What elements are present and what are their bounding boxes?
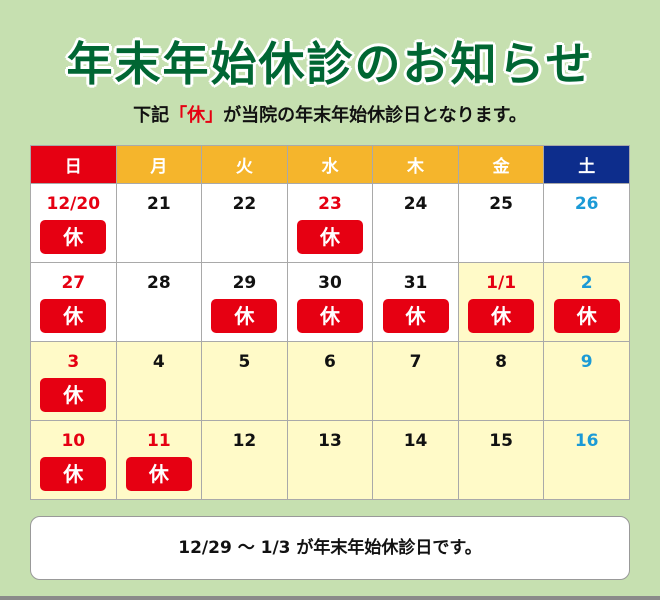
- page-title: 年末年始休診のお知らせ: [66, 37, 594, 91]
- bottom-border: [0, 596, 660, 600]
- calendar-day: 9: [543, 341, 630, 421]
- day-number: 16: [574, 431, 599, 451]
- calendar-day: 31 休: [372, 262, 459, 342]
- day-number: 12/20: [46, 194, 101, 214]
- day-number: 2: [580, 273, 593, 293]
- calendar-day: 7: [372, 341, 459, 421]
- day-number: 25: [489, 194, 513, 214]
- day-number: 26: [574, 194, 599, 214]
- subtitle-after: が当院の年末年始休診日となります。: [223, 105, 527, 126]
- calendar-day: 6: [286, 341, 374, 421]
- calendar-day: 13: [286, 420, 374, 500]
- calendar-day: 8: [457, 341, 545, 421]
- weekday-header: 土: [543, 145, 630, 184]
- day-number: 30: [318, 273, 342, 293]
- calendar-day: 5: [201, 341, 288, 421]
- calendar-day: 15: [457, 420, 545, 500]
- calendar-day: 22: [201, 183, 288, 263]
- closed-badge: 休: [40, 457, 107, 491]
- closed-badge: 休: [553, 299, 620, 333]
- day-number: 15: [489, 431, 513, 451]
- calendar-day: 28: [115, 262, 203, 342]
- subtitle-highlight: 「休」: [169, 105, 224, 126]
- calendar: 日月火水木金土 12/20 休 21 22 23 休 24 25 26 27 休 28 29 休 30 休 31…: [30, 145, 630, 500]
- closed-badge: 休: [40, 299, 107, 333]
- closed-badge: 休: [125, 457, 192, 491]
- subtitle: 下記「休」が当院の年末年始休診日となります。: [0, 101, 660, 127]
- day-number: 7: [409, 352, 422, 372]
- day-number: 28: [147, 273, 171, 293]
- day-number: 29: [232, 273, 257, 293]
- calendar-day: 30 休: [286, 262, 374, 342]
- day-number: 12: [232, 431, 257, 451]
- calendar-day: 1/1 休: [457, 262, 545, 342]
- calendar-week: 27 休 28 29 休 30 休 31 休 1/1 休 2 休: [30, 262, 630, 342]
- day-number: 1/1: [486, 273, 517, 293]
- weekday-header: 日: [30, 145, 117, 184]
- weekday-header-row: 日月火水木金土: [30, 145, 630, 184]
- calendar-day: 12: [201, 420, 288, 500]
- closed-badge: 休: [40, 220, 107, 254]
- day-number: 3: [67, 352, 80, 372]
- calendar-day: 12/20 休: [30, 183, 117, 263]
- closed-period-note: 12/29 ～ 1/3 が年末年始休診日です。: [30, 516, 630, 580]
- day-number: 6: [324, 352, 336, 372]
- day-number: 23: [318, 194, 342, 214]
- calendar-day: 11 休: [115, 420, 203, 500]
- closed-badge: 休: [40, 378, 107, 412]
- closed-badge: 休: [468, 299, 535, 333]
- weekday-header: 木: [372, 145, 459, 184]
- calendar-day: 29 休: [201, 262, 288, 342]
- calendar-day: 10 休: [30, 420, 117, 500]
- day-number: 9: [580, 352, 593, 372]
- calendar-day: 16: [543, 420, 630, 500]
- weekday-header: 火: [201, 145, 288, 184]
- calendar-day: 27 休: [30, 262, 117, 342]
- day-number: 5: [238, 352, 251, 372]
- day-number: 10: [61, 431, 86, 451]
- day-number: 11: [147, 431, 171, 451]
- weekday-header: 月: [115, 145, 203, 184]
- day-number: 14: [403, 431, 428, 451]
- calendar-day: 23 休: [286, 183, 374, 263]
- calendar-day: 21: [115, 183, 203, 263]
- weekday-header: 水: [286, 145, 374, 184]
- weekday-header: 金: [457, 145, 545, 184]
- calendar-day: 25: [457, 183, 545, 263]
- calendar-week: 12/20 休 21 22 23 休 24 25 26: [30, 183, 630, 263]
- calendar-day: 4: [115, 341, 203, 421]
- closed-badge: 休: [296, 220, 363, 254]
- subtitle-before: 下記: [133, 105, 170, 126]
- day-number: 27: [61, 273, 86, 293]
- calendar-day: 14: [372, 420, 459, 500]
- calendar-day: 24: [372, 183, 459, 263]
- day-number: 21: [147, 194, 171, 214]
- closed-badge: 休: [211, 299, 278, 333]
- calendar-day: 26: [543, 183, 630, 263]
- closed-badge: 休: [382, 299, 449, 333]
- day-number: 4: [152, 352, 165, 372]
- day-number: 24: [403, 194, 428, 214]
- closed-badge: 休: [296, 299, 363, 333]
- day-number: 8: [495, 352, 508, 372]
- calendar-week: 10 休 11 休 12 13 14 15 16: [30, 420, 630, 500]
- day-number: 22: [232, 194, 257, 214]
- day-number: 31: [403, 273, 428, 293]
- day-number: 13: [318, 431, 342, 451]
